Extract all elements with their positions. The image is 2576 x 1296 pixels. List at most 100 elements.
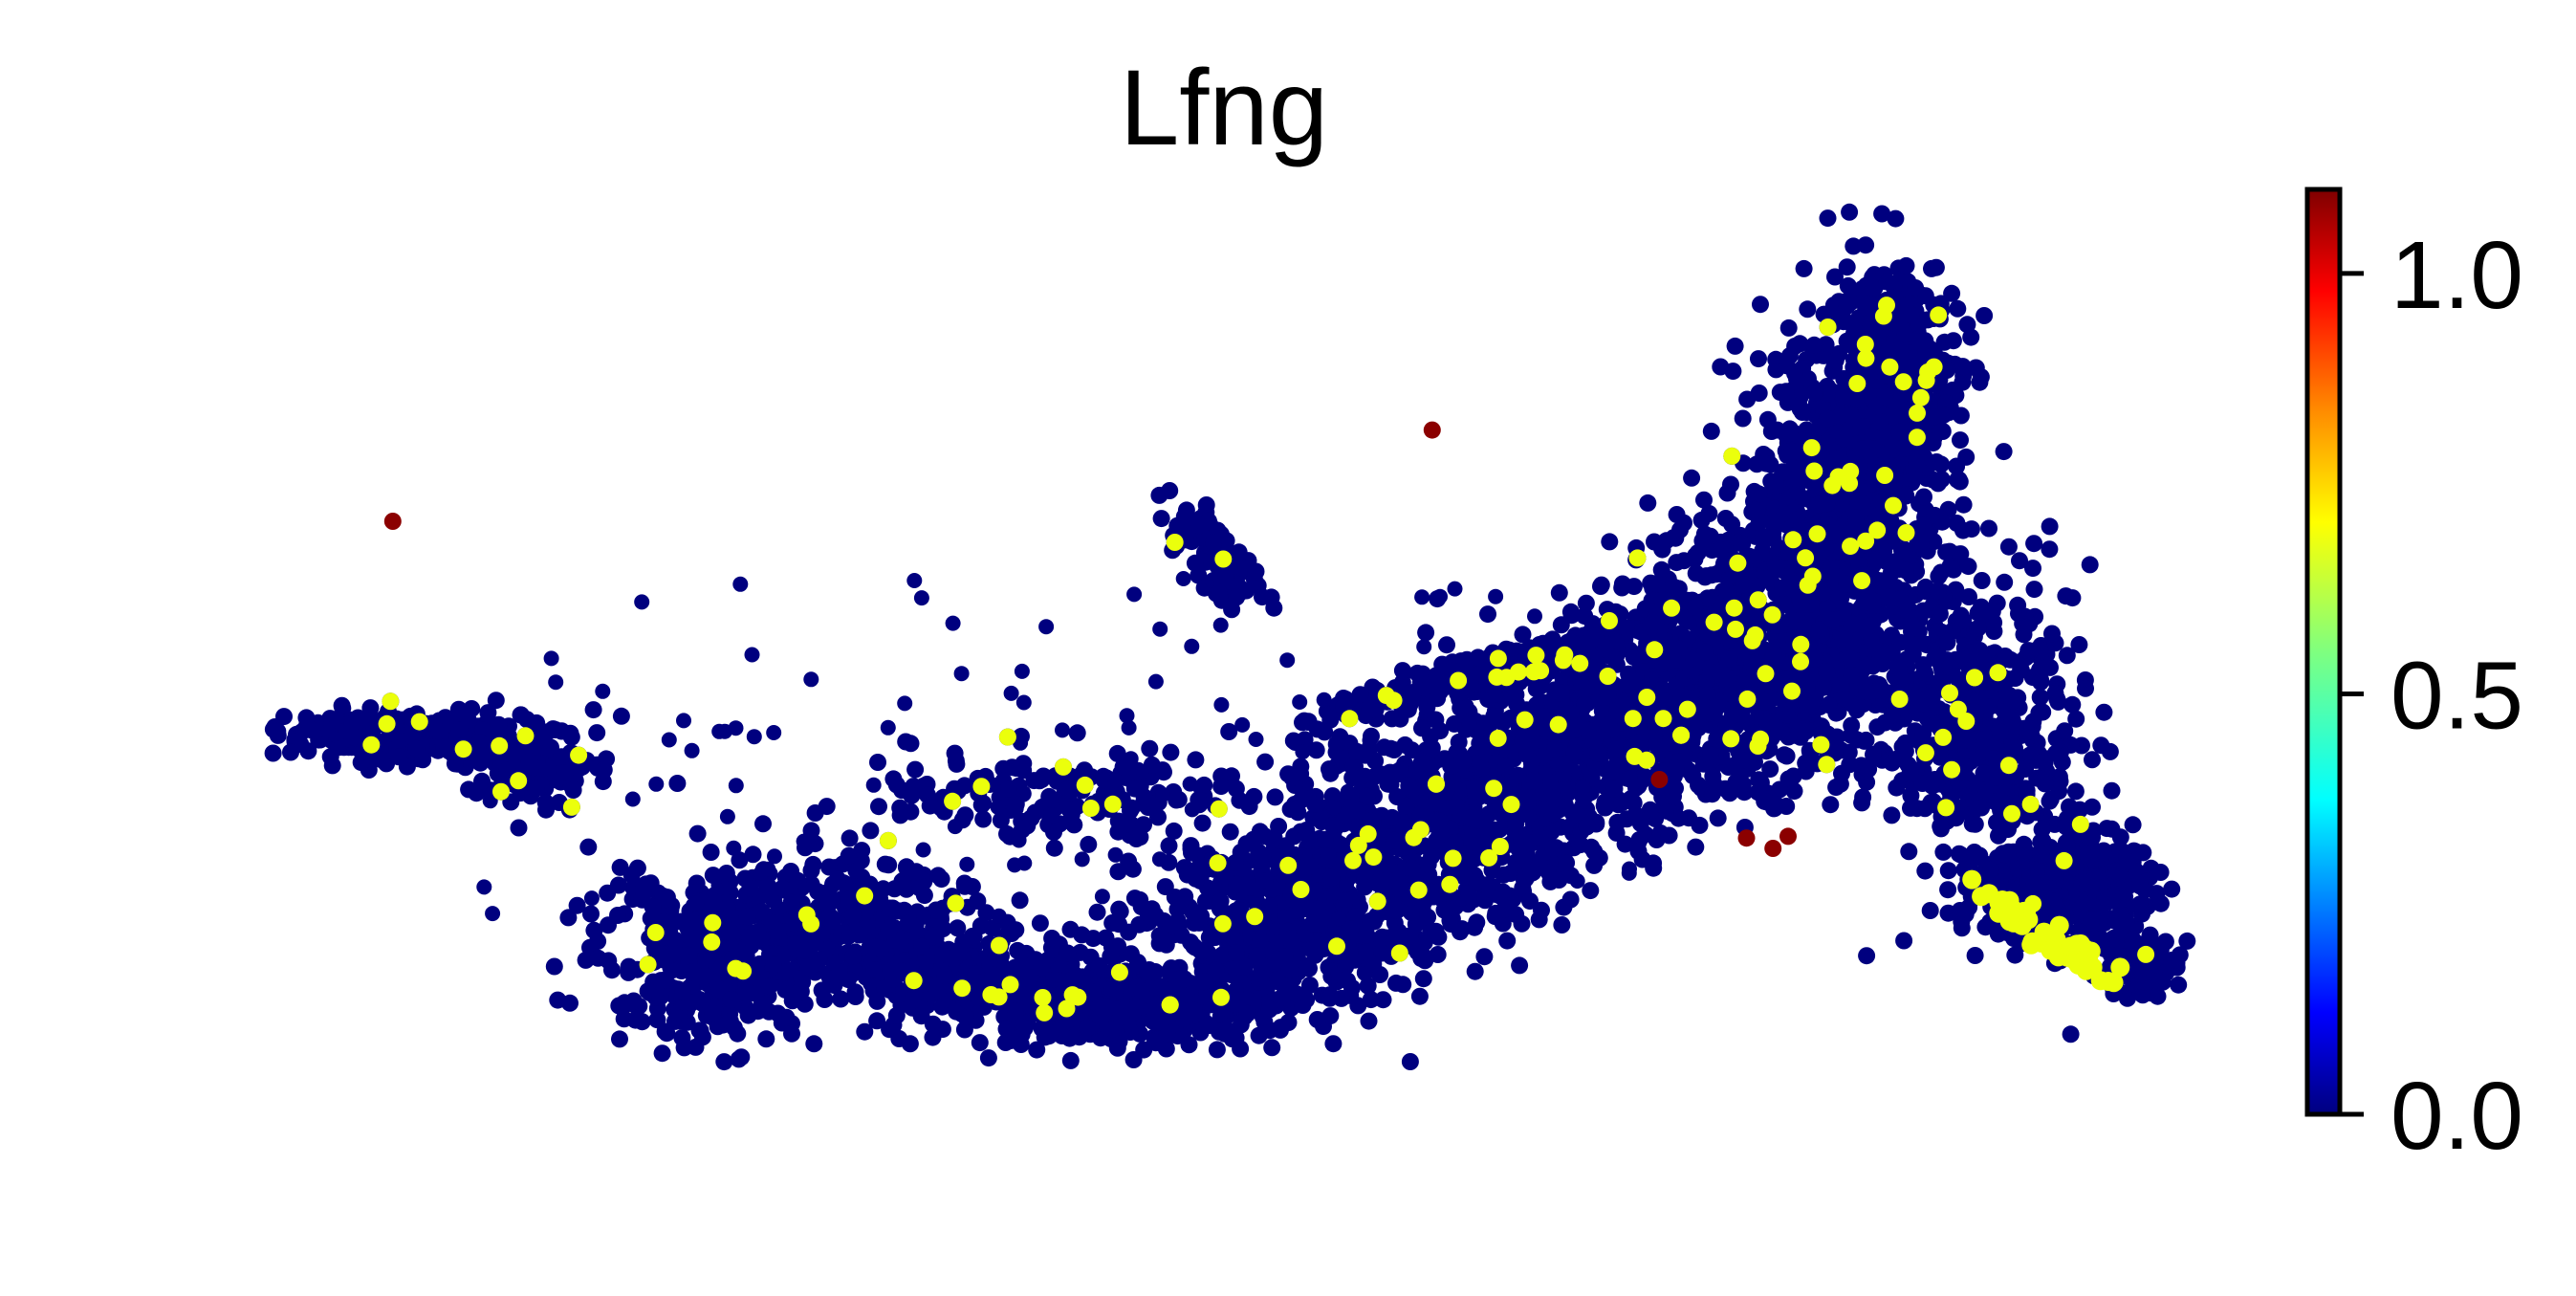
data-point (1228, 944, 1245, 962)
data-point (1513, 914, 1531, 933)
data-point (1071, 943, 1089, 961)
data-point (1518, 746, 1537, 764)
data-point (1148, 1013, 1167, 1031)
data-point (1213, 902, 1232, 920)
data-point (884, 900, 902, 918)
data-point (1266, 788, 1284, 806)
data-point (1590, 848, 1608, 867)
data-point (1243, 879, 1260, 896)
data-point (1417, 624, 1435, 642)
data-point (1386, 925, 1405, 943)
data-point (1398, 797, 1415, 815)
data-point (739, 1006, 757, 1024)
data-point (1280, 960, 1299, 978)
data-point (1750, 350, 1767, 368)
data-point (1778, 383, 1795, 401)
data-point (1519, 793, 1538, 811)
data-point (1723, 516, 1741, 534)
data-point (1252, 969, 1270, 987)
data-point (830, 963, 848, 981)
data-point (955, 874, 973, 892)
data-point (1009, 958, 1027, 977)
data-point (564, 781, 582, 799)
data-point (520, 753, 538, 771)
data-point (1514, 732, 1532, 750)
data-point (1185, 1001, 1203, 1020)
data-point (674, 983, 691, 1001)
data-point (844, 947, 862, 965)
data-point (1412, 754, 1430, 772)
data-point (1139, 904, 1157, 922)
data-point (1090, 956, 1108, 975)
data-point (1043, 930, 1061, 947)
data-point (1213, 946, 1232, 964)
data-point (1379, 871, 1397, 890)
data-point (446, 755, 464, 773)
data-point (1200, 1017, 1218, 1034)
data-point (1036, 1018, 1054, 1036)
data-point (807, 930, 825, 948)
data-point (1337, 971, 1355, 989)
data-point (1498, 932, 1517, 950)
data-point (1667, 759, 1685, 778)
data-point (1565, 743, 1583, 761)
data-point (269, 722, 287, 740)
data-point (1822, 796, 1840, 814)
data-point (1525, 772, 1543, 789)
data-point (624, 992, 643, 1010)
data-point (1223, 927, 1241, 945)
data-point (868, 992, 886, 1010)
data-point (729, 1024, 747, 1043)
data-point (1240, 798, 1258, 816)
data-point (688, 824, 707, 843)
data-point (1227, 853, 1245, 871)
data-point (582, 905, 600, 923)
data-point (1466, 918, 1484, 936)
data-point (527, 780, 545, 798)
data-point (1028, 1041, 1046, 1059)
data-point (1765, 645, 1782, 663)
data-point (1473, 759, 1491, 778)
data-point (1600, 715, 1618, 734)
data-point (1470, 788, 1488, 806)
data-point (868, 1012, 886, 1030)
data-point (1578, 818, 1596, 836)
data-point (840, 890, 857, 909)
data-point (1263, 831, 1281, 848)
data-point (949, 919, 967, 937)
data-point (1709, 697, 1726, 715)
data-point (512, 706, 530, 724)
data-point (1190, 858, 1209, 876)
data-point (635, 885, 653, 903)
data-point (1154, 931, 1172, 949)
data-point (1165, 822, 1183, 840)
data-point (928, 901, 945, 919)
data-point (936, 967, 954, 985)
data-point (264, 744, 282, 762)
data-point (738, 908, 756, 926)
data-point (747, 957, 765, 976)
data-point (1841, 203, 1859, 221)
data-point (1670, 809, 1688, 827)
data-point (1324, 1035, 1343, 1053)
data-point (1139, 963, 1157, 981)
data-point (1122, 945, 1140, 963)
data-point (1734, 776, 1752, 794)
data-point (1410, 987, 1429, 1005)
data-point (915, 887, 933, 905)
data-point (1197, 988, 1215, 1006)
data-point (722, 991, 740, 1009)
data-point (1322, 868, 1341, 887)
data-point (615, 1010, 633, 1028)
data-point (372, 751, 390, 769)
data-point (969, 892, 987, 910)
data-point (1365, 767, 1384, 785)
data-point (343, 714, 361, 733)
data-point (1342, 920, 1360, 938)
data-point (1771, 780, 1789, 799)
data-point (832, 990, 850, 1008)
data-point (690, 991, 709, 1009)
data-point (1348, 802, 1366, 820)
data-point (1648, 575, 1666, 593)
data-point (757, 1030, 775, 1048)
